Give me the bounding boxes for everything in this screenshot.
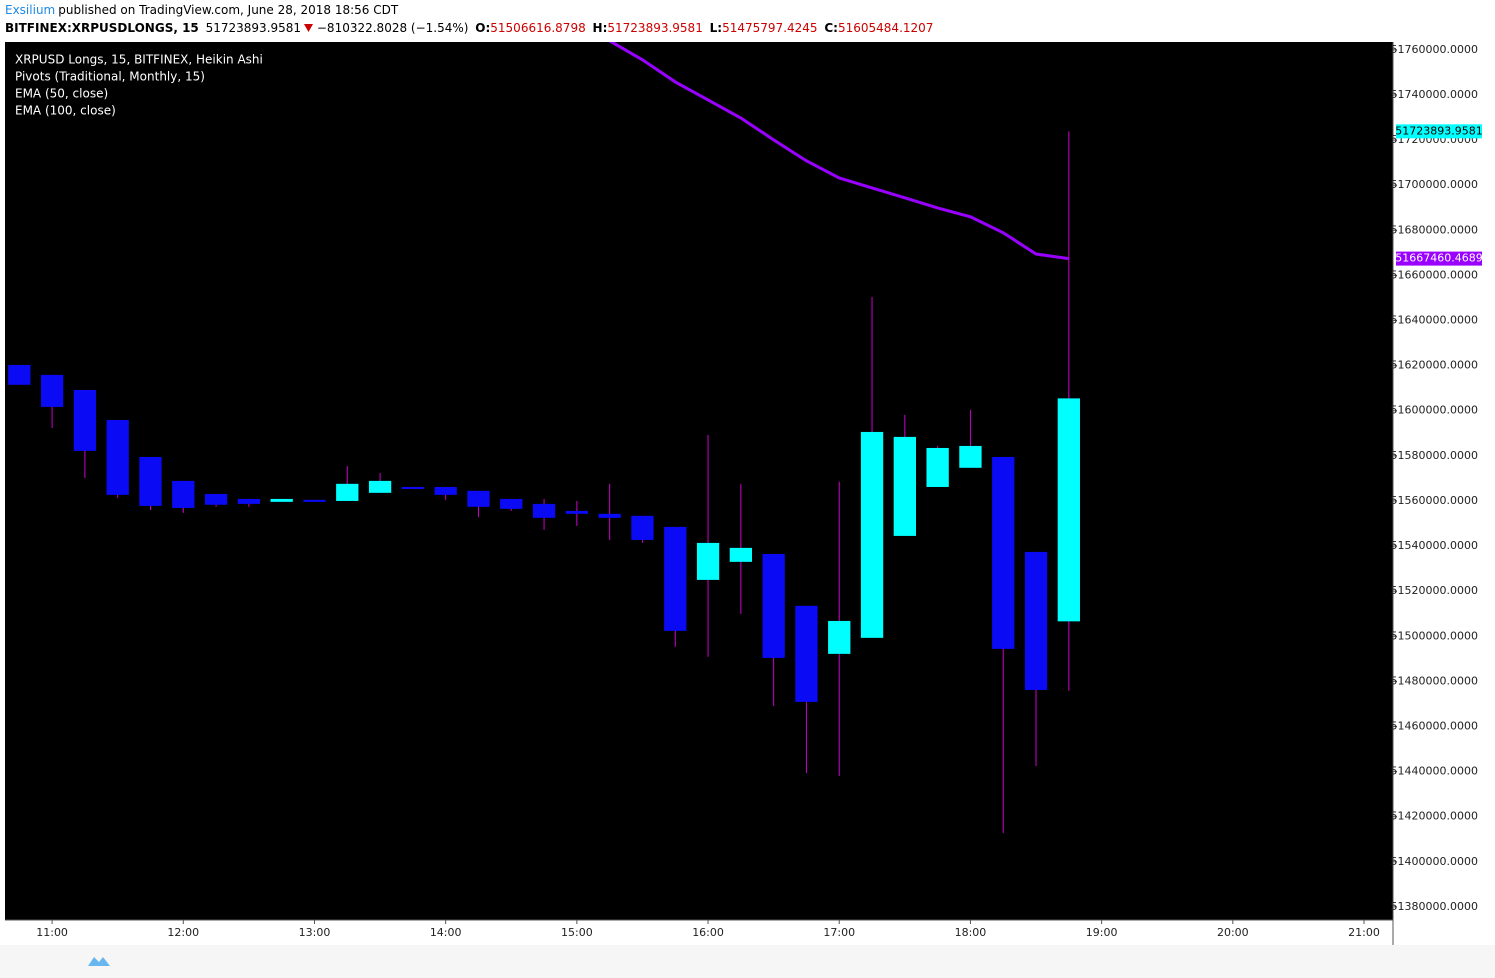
candle-body [598,513,621,518]
symbol: BITFINEX:XRPUSDLONGS, 15 [5,21,199,35]
x-tick-label: 21:00 [1348,926,1380,939]
y-tick-label: 51680000.0000 [1391,223,1478,236]
y-tick-label: 51560000.0000 [1391,494,1478,507]
footer-bg [0,945,1495,978]
legend-entry: Pivots (Traditional, Monthly, 15) [15,70,205,84]
candle-body [532,503,556,518]
x-tick-label: 12:00 [167,926,199,939]
legend-entry: EMA (50, close) [15,87,108,101]
candle-body [204,493,228,505]
candle-body [631,515,654,540]
x-tick-label: 19:00 [1086,926,1118,939]
candle-body [467,490,490,507]
candle-body [172,480,195,508]
candle-body [860,431,884,638]
legend: XRPUSD Longs, 15, BITFINEX, Heikin Ashi P… [15,53,263,118]
plot [8,42,1080,833]
x-tick-label: 18:00 [955,926,987,939]
open-value: 51506616.8798 [490,21,586,35]
tv-logo [88,957,110,966]
symbol-line: BITFINEX:XRPUSDLONGS, 15 51723893.9581 −… [5,21,936,35]
candle-body [8,364,31,385]
candle-body [664,526,687,631]
candle-body [1024,551,1048,690]
candle-body [696,542,720,580]
y-tick-label: 51380000.0000 [1391,900,1478,913]
close-value: 51605484.1207 [837,21,934,35]
candle-body [237,498,261,504]
candle-body [270,498,293,502]
y-tick-label: 51440000.0000 [1391,765,1478,778]
y-tick-label: 51480000.0000 [1391,674,1478,687]
legend-entry: XRPUSD Longs, 15, BITFINEX, Heikin Ashi [15,53,263,67]
candle-body [336,483,359,501]
candle-body [303,499,326,502]
legend-entry: EMA (100, close) [15,104,116,118]
candle-body [1057,398,1080,622]
candle-body [500,498,523,509]
candle-body [959,445,982,468]
ema-tag-bg [1396,251,1482,266]
y-tick-label: 51700000.0000 [1391,178,1478,191]
candle-body [729,547,753,562]
y-tick-label: 51400000.0000 [1391,855,1478,868]
l-label: L: [709,21,723,35]
candle-body [106,419,129,495]
candle-body [434,486,457,495]
y-tick-label: 51580000.0000 [1391,449,1478,462]
y-tick-label: 51660000.0000 [1391,268,1478,281]
publish-line: Exsilium published on TradingView.com, Ju… [5,3,401,17]
x-tick-label: 13:00 [299,926,331,939]
candle-body [762,553,785,658]
candle-body [992,456,1015,649]
candle-body [401,486,425,490]
high-value: 51723893.9581 [607,21,703,35]
price-tag-bg [1396,124,1482,139]
candle-body [368,480,392,493]
x-tick-label: 16:00 [692,926,724,939]
o-label: O: [475,21,491,35]
y-tick-label: 51420000.0000 [1391,810,1478,823]
x-tick-label: 15:00 [561,926,593,939]
x-tick-label: 17:00 [823,926,855,939]
last-price: 51723893.9581 [205,21,302,35]
candle-body [40,374,64,407]
price-tag: 51723893.9581 [1395,124,1482,137]
candle-body [139,456,162,506]
x-tick-label: 11:00 [36,926,68,939]
change: −810322.8028 (−1.54%) [316,21,469,35]
low-value: 51475797.4245 [722,21,818,35]
y-tick-label: 51520000.0000 [1391,584,1478,597]
y-tick-label: 51640000.0000 [1391,314,1478,327]
plot-area [5,42,1393,920]
h-label: H: [592,21,608,35]
y-tick-label: 51540000.0000 [1391,539,1478,552]
x-tick-label: 14:00 [430,926,462,939]
candle-body [73,389,97,451]
y-tick-label: 51740000.0000 [1391,88,1478,101]
ema-line [608,42,1070,261]
y-tick-label: 51600000.0000 [1391,404,1478,417]
author[interactable]: Exsilium [5,3,56,17]
y-tick-label: 51460000.0000 [1391,719,1478,732]
published-text: published on TradingView.com, June 28, 2… [58,3,399,17]
candle-body [926,447,949,487]
footer [88,957,110,966]
y-tick-label: 51500000.0000 [1391,629,1478,642]
candle-body [828,620,851,654]
candle-body [795,605,818,702]
y-tick-label: 51760000.0000 [1391,43,1478,56]
y-tick-label: 51620000.0000 [1391,359,1478,372]
ema-tag: 51667460.4689 [1395,252,1482,265]
candle-body [893,436,916,536]
c-label: C: [824,21,838,35]
down-arrow [304,24,314,32]
candle-body [565,510,589,514]
x-tick-label: 20:00 [1217,926,1249,939]
